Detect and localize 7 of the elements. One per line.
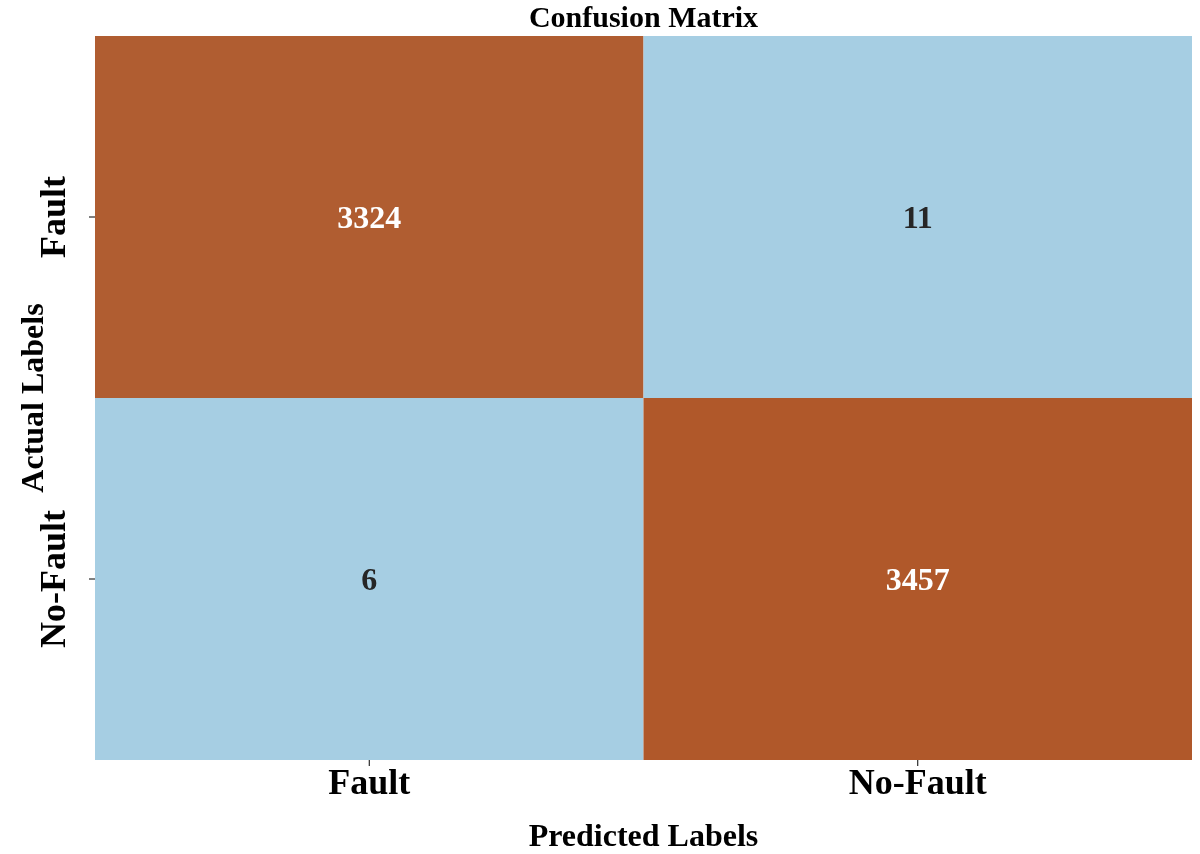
data-label: 3457 [885, 561, 950, 597]
data-label: 3324 [337, 199, 402, 235]
chart-title: Confusion Matrix [527, 0, 760, 34]
x-axis-title: Predicted Labels [528, 817, 759, 853]
data-label: 11 [902, 199, 933, 235]
y-axis-title: Actual Labels [14, 303, 50, 493]
data-label: 6 [361, 561, 378, 597]
